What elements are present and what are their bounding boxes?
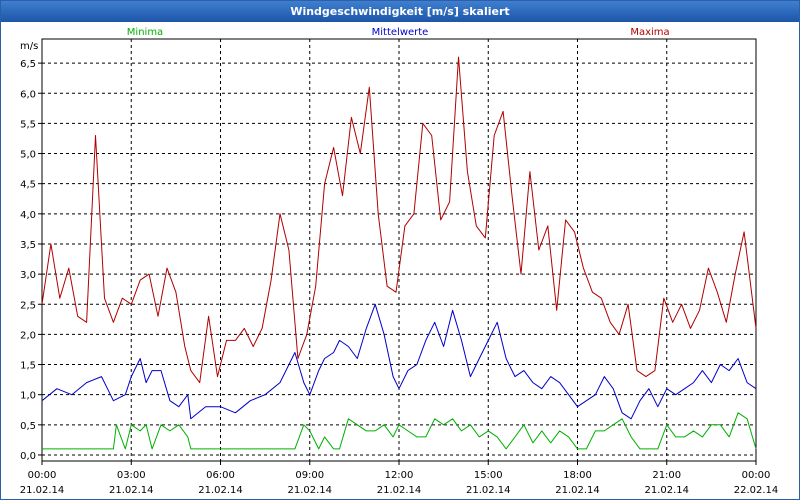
y-tick-label: 6,0: [20, 89, 36, 100]
y-tick-label: 4,5: [20, 180, 36, 191]
series-line-minima: [42, 412, 757, 450]
y-tick-label: 2,0: [20, 330, 36, 341]
series-line-maxima: [41, 56, 757, 384]
x-tick-time: 15:00: [474, 470, 503, 481]
legend-maxima: Maxima: [630, 27, 669, 38]
x-tick-time: 09:00: [295, 470, 324, 481]
y-tick-label: 0,5: [20, 421, 36, 432]
x-tick-date: 21.02.14: [466, 485, 511, 496]
y-tick-label: 5,5: [20, 119, 36, 130]
x-tick-time: 00:00: [28, 470, 57, 481]
y-tick-label: 4,0: [20, 210, 36, 221]
y-tick-label: 3,0: [20, 270, 36, 281]
x-tick-date: 22.02.14: [734, 485, 779, 496]
x-tick-date: 21.02.14: [198, 485, 243, 496]
y-axis-ticks: 0,0 0,5 1,0 1,5 2,0 2,5 3,0 3,5 4,0 4,5 5,0 5,5 6,0 6…: [20, 59, 42, 462]
x-tick-date: 21.02.14: [287, 485, 332, 496]
series-line-mittelwerte: [41, 303, 757, 420]
y-tick-label: 3,5: [20, 240, 36, 251]
x-tick-time: 06:00: [206, 470, 235, 481]
x-tick-date: 21.02.14: [109, 485, 154, 496]
chart-title: Windgeschwindigkeit [m/s] skaliert: [1, 1, 799, 22]
legend-minima: Minima: [127, 27, 163, 38]
x-tick-time: 18:00: [563, 470, 592, 481]
x-tick-date: 21.02.14: [555, 485, 600, 496]
y-tick-label: 1,0: [20, 391, 36, 402]
x-tick-time: 12:00: [385, 470, 414, 481]
x-axis-ticks: 00:00 21.02.14 03:00 21.02.14 06:00 21.02.14 0…: [20, 461, 779, 496]
y-axis-label: m/s: [20, 41, 38, 52]
y-tick-label: 2,5: [20, 300, 36, 311]
x-tick-date: 21.02.14: [644, 485, 689, 496]
y-tick-label: 5,0: [20, 150, 36, 161]
x-tick-time: 03:00: [117, 470, 146, 481]
y-tick-label: 6,5: [20, 59, 36, 70]
y-tick-label: 1,5: [20, 361, 36, 372]
legend-mittelwerte: Mittelwerte: [372, 27, 429, 38]
y-tick-label: 0,0: [20, 451, 36, 462]
x-tick-date: 21.02.14: [20, 485, 65, 496]
x-tick-time: 00:00: [742, 470, 771, 481]
x-tick-time: 21:00: [652, 470, 681, 481]
legend: Minima Mittelwerte Maxima: [127, 27, 670, 38]
x-tick-date: 21.02.14: [377, 485, 422, 496]
series-group: [41, 56, 757, 450]
